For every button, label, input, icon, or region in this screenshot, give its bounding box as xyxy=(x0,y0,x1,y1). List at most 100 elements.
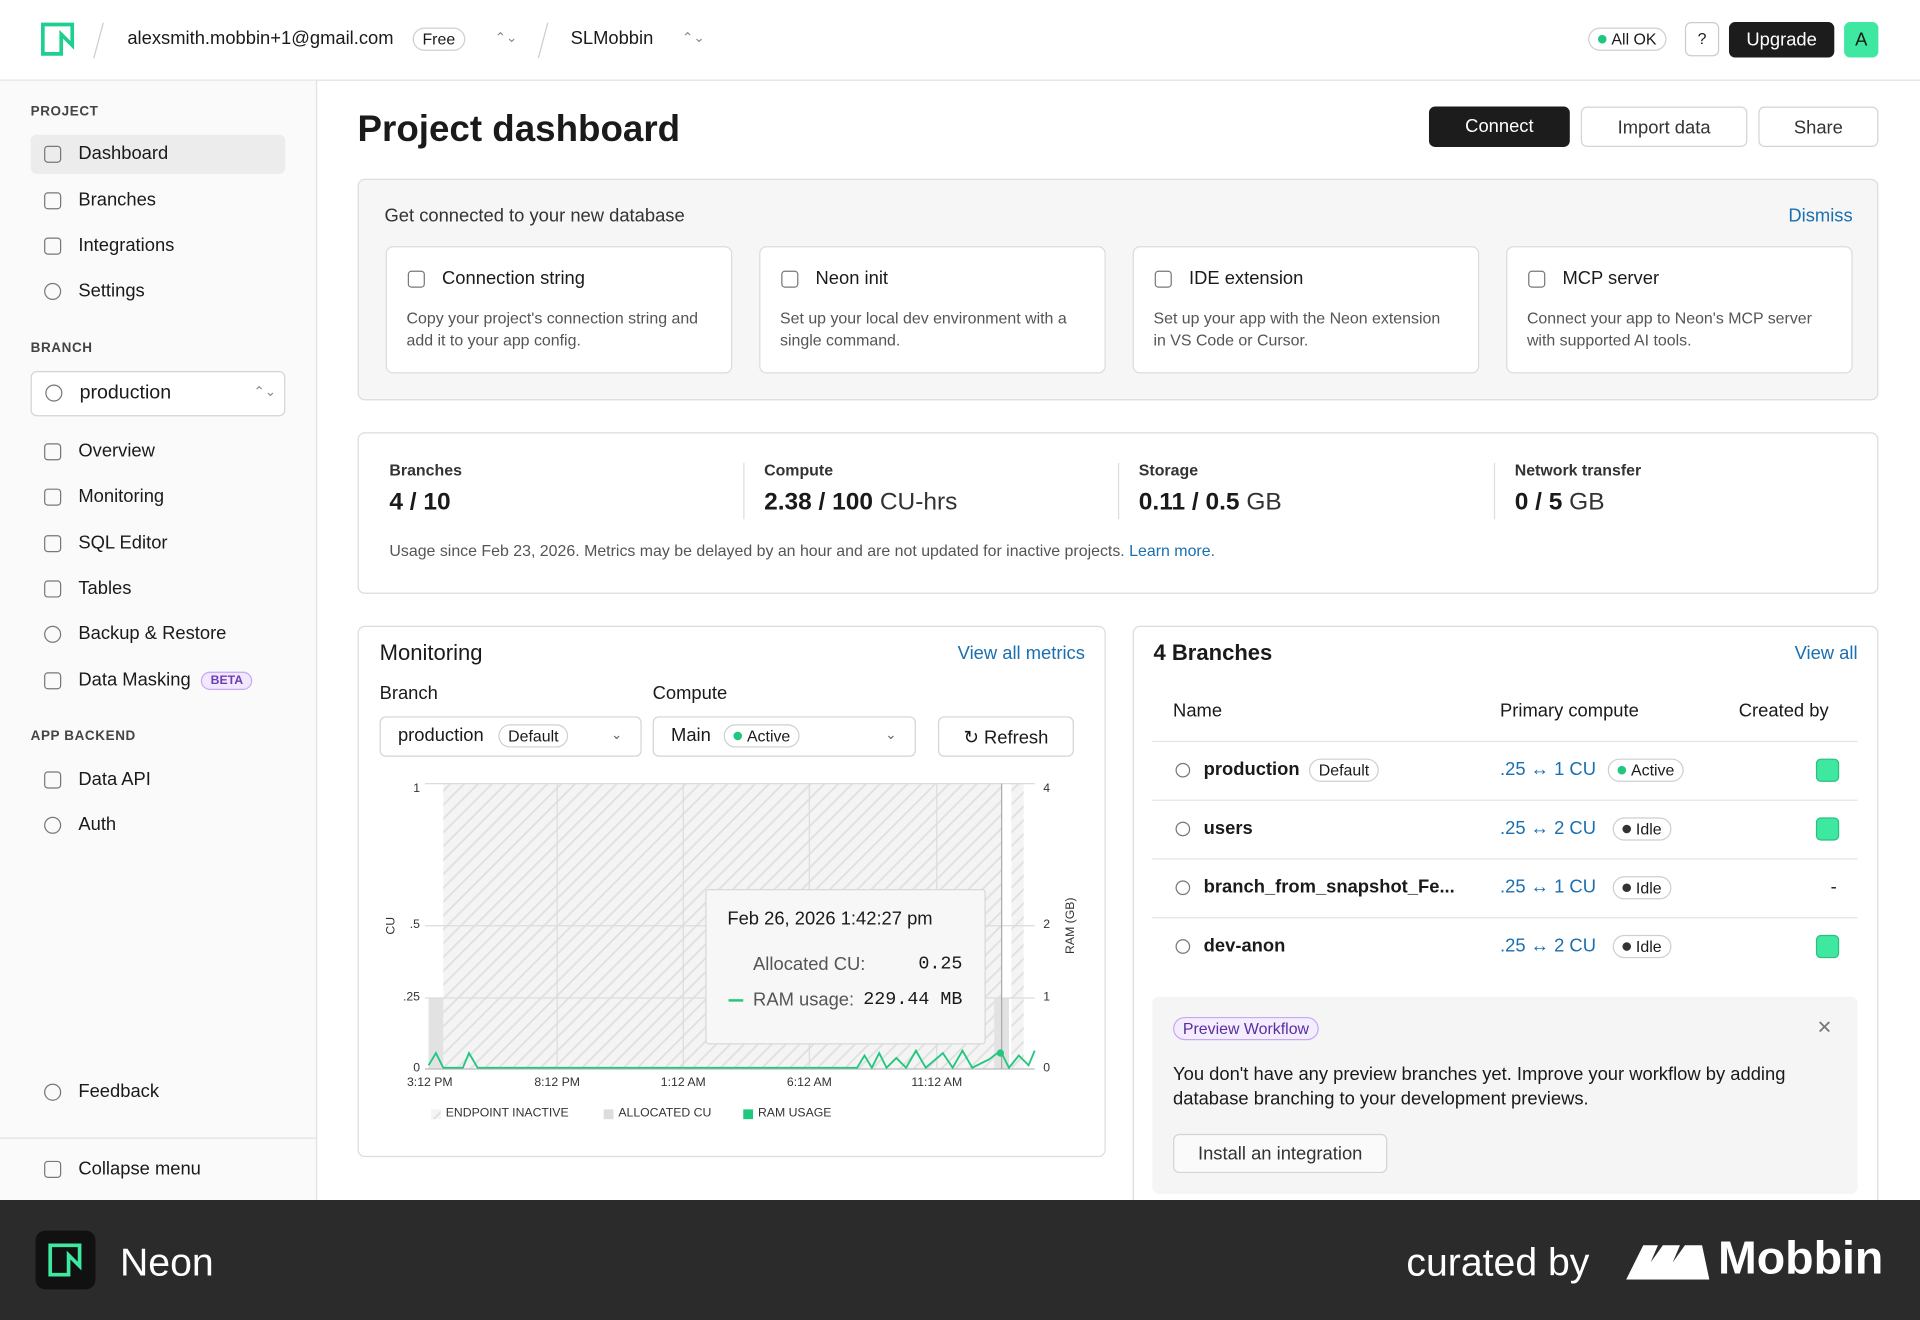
upgrade-button[interactable]: Upgrade xyxy=(1728,22,1835,58)
metric-value: 0.11 / 0.5 xyxy=(1138,488,1240,516)
nav-item[interactable]: Integrations xyxy=(78,235,175,256)
branch-name: production xyxy=(79,382,172,404)
row-divider xyxy=(1152,858,1858,860)
branch-name[interactable]: users xyxy=(1203,817,1253,839)
status-text: All OK xyxy=(1611,30,1657,49)
y2-tick-label: 0 xyxy=(1043,1061,1051,1076)
help-button[interactable]: ? xyxy=(1684,22,1720,57)
project: SLMobbin xyxy=(570,28,654,49)
usage-note: Usage since Feb 23, 2026. Metrics may be… xyxy=(389,541,1215,560)
preview-text: You don't have any preview branches yet.… xyxy=(1173,1064,1786,1085)
nav-item[interactable]: Settings xyxy=(78,280,145,302)
icon xyxy=(44,192,62,210)
icon xyxy=(44,145,62,163)
card-desc: Set up your app with the Neon extension xyxy=(1153,308,1441,328)
connect-card[interactable] xyxy=(1132,246,1480,374)
card-title: Connection string xyxy=(442,268,585,289)
panel-title: 4 Branches xyxy=(1153,640,1273,666)
icon xyxy=(44,535,62,553)
icon xyxy=(407,270,425,288)
divider xyxy=(743,462,745,520)
state-dot xyxy=(1617,765,1627,775)
status: All OK xyxy=(1588,27,1667,51)
topbar xyxy=(0,0,1920,81)
nav-item[interactable]: Overview xyxy=(78,440,155,462)
nav-item[interactable]: Dashboard xyxy=(78,143,169,165)
shape xyxy=(41,22,75,56)
allocated-cu xyxy=(428,997,444,1069)
metric-value: 4 / 10 xyxy=(389,488,451,516)
icon xyxy=(1528,270,1546,288)
y-tick-label: 0 xyxy=(413,1061,421,1076)
icon xyxy=(44,625,62,643)
state-badge: Idle xyxy=(1612,876,1672,900)
branch-icon xyxy=(1175,880,1191,896)
branch-name[interactable]: branch_from_snapshot_Fe... xyxy=(1203,876,1455,898)
column-header: Name xyxy=(1173,700,1223,722)
nav-item[interactable]: Backup & Restore xyxy=(78,623,227,645)
tooltip-swatch xyxy=(728,999,744,1002)
view-all-metrics[interactable]: View all metrics xyxy=(957,642,1085,664)
import-button[interactable]: Import data xyxy=(1580,106,1748,147)
icon xyxy=(44,816,62,834)
column-header: Created by xyxy=(1738,700,1829,722)
page-title: Project dashboard xyxy=(357,108,681,150)
branch-icon xyxy=(1175,762,1191,778)
dropdown-value: production xyxy=(397,724,484,746)
icon xyxy=(44,1083,62,1101)
close-button[interactable]: ✕ xyxy=(1816,1017,1833,1039)
refresh-button[interactable]: ↻ Refresh xyxy=(937,716,1074,757)
legend-swatch xyxy=(743,1109,754,1120)
chevron: ⌃⌄ xyxy=(494,31,518,46)
connect-card[interactable] xyxy=(759,246,1106,374)
account: alexsmith.mobbin+1@gmail.com xyxy=(127,28,394,49)
beta-badge: BETA xyxy=(200,671,253,691)
divider xyxy=(1117,462,1120,520)
connect-card[interactable] xyxy=(385,246,733,374)
mobbin-mark xyxy=(1626,1245,1710,1280)
nav-item[interactable]: Monitoring xyxy=(78,486,165,507)
install-button[interactable]: Install an integration xyxy=(1173,1133,1388,1174)
collapse[interactable]: Collapse menu xyxy=(78,1158,201,1180)
dismiss[interactable]: Dismiss xyxy=(1788,205,1853,227)
nav-item[interactable]: Data API xyxy=(78,768,151,790)
compute: .25 ↔ 2 CU xyxy=(1500,935,1596,957)
note-text: Usage since Feb 23, 2026. Metrics may be… xyxy=(389,541,1125,560)
logo xyxy=(41,22,75,56)
branch-select[interactable] xyxy=(30,371,286,417)
hover-point xyxy=(996,1049,1005,1057)
share-button[interactable]: Share xyxy=(1758,106,1879,147)
divider xyxy=(1493,462,1496,520)
branch-name[interactable]: production xyxy=(1203,759,1300,781)
feedback[interactable]: Feedback xyxy=(78,1081,160,1103)
tooltip-time: Feb 26, 2026 1:42:27 pm xyxy=(727,908,933,930)
y2-tick-label: 4 xyxy=(1043,782,1051,796)
metric-label: Network transfer xyxy=(1514,460,1642,480)
nav-item[interactable]: Data Masking xyxy=(78,669,191,691)
state-dot xyxy=(1622,824,1632,834)
y-axis-label: CU xyxy=(384,916,398,935)
footer-logo xyxy=(35,1230,96,1290)
chevron: ⌃⌄ xyxy=(253,384,277,400)
status-dot xyxy=(733,731,743,741)
icon xyxy=(44,672,62,690)
footer-logo-mark xyxy=(48,1243,82,1277)
icon xyxy=(44,771,62,789)
card-desc: Connect your app to Neon's MCP server xyxy=(1526,308,1812,328)
metric-unit: CU-hrs xyxy=(879,488,958,516)
nav-item[interactable]: Auth xyxy=(78,814,117,836)
connect-card[interactable] xyxy=(1506,246,1853,374)
view-all[interactable]: View all xyxy=(1794,642,1858,664)
tooltip xyxy=(705,888,986,1045)
metric: 2.38 / 100 CU-hrs xyxy=(764,487,957,516)
mobbin: Mobbin xyxy=(1717,1233,1884,1285)
avatar: A xyxy=(1844,22,1879,58)
branch-name[interactable]: dev-anon xyxy=(1203,935,1286,957)
nav-item[interactable]: SQL Editor xyxy=(78,532,168,554)
legend-item: ENDPOINT INACTIVE xyxy=(445,1106,569,1121)
learn-more[interactable]: Learn more. xyxy=(1129,541,1216,560)
connect-button[interactable]: Connect xyxy=(1428,106,1570,147)
icon xyxy=(1154,270,1172,288)
nav-item[interactable]: Branches xyxy=(78,189,156,211)
nav-item[interactable]: Tables xyxy=(78,577,132,599)
